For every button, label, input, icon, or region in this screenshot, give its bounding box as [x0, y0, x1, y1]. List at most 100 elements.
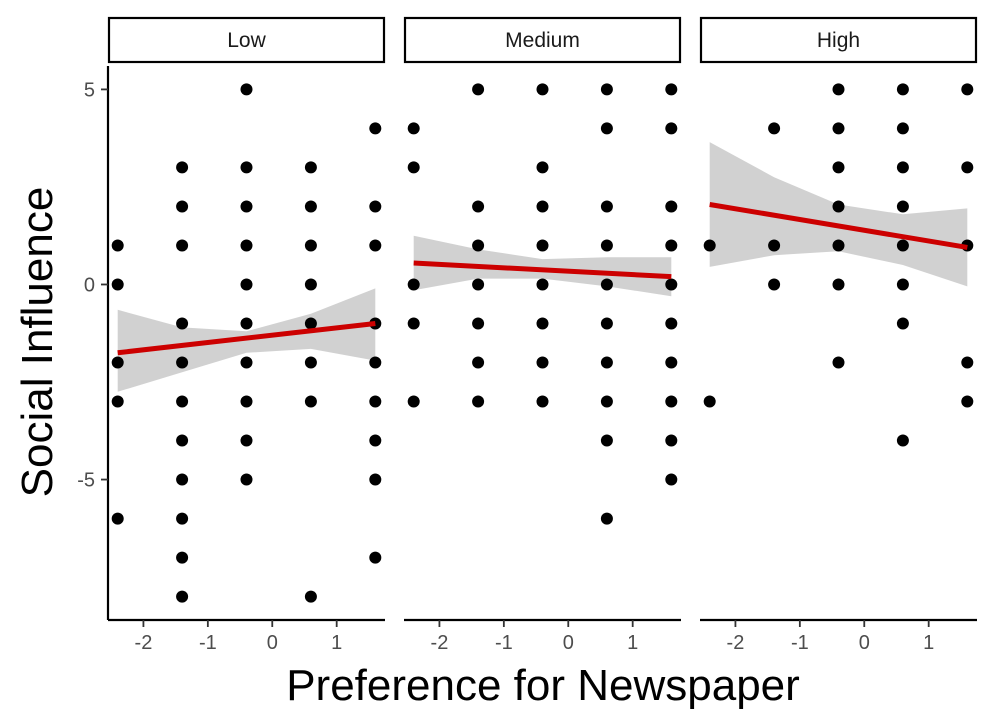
data-point: [304, 278, 317, 291]
data-point: [665, 122, 678, 135]
facet-strip-label: High: [817, 29, 860, 52]
data-point: [240, 200, 253, 213]
data-point: [176, 356, 189, 369]
data-point: [240, 317, 253, 330]
facet-panels: Low -2 -1 0 1 -5 0 5 Medium -2 -1 0 1 High -2 -1 0 1: [77, 16, 978, 654]
x-tick-label: -2: [431, 632, 449, 654]
data-point: [703, 395, 716, 408]
data-point: [240, 356, 253, 369]
data-point: [600, 512, 613, 525]
data-point: [768, 278, 781, 291]
data-point: [536, 356, 549, 369]
data-point: [600, 122, 613, 135]
regression-line: [117, 321, 376, 356]
data-point: [472, 317, 485, 330]
data-point: [176, 395, 189, 408]
data-point: [472, 83, 485, 96]
data-point: [536, 395, 549, 408]
data-point: [369, 395, 382, 408]
x-tick-label: -1: [199, 632, 217, 654]
data-point: [369, 200, 382, 213]
facet-strip-label: Medium: [505, 29, 580, 52]
data-point: [176, 512, 189, 525]
data-point: [304, 239, 317, 252]
data-point: [665, 200, 678, 213]
data-point: [703, 239, 716, 252]
data-point: [600, 200, 613, 213]
x-tick-label: -1: [495, 632, 513, 654]
data-point: [240, 434, 253, 447]
data-point: [176, 200, 189, 213]
data-point: [111, 356, 124, 369]
x-tick-label: 1: [331, 632, 342, 654]
data-point: [369, 551, 382, 564]
data-point: [176, 317, 189, 330]
data-point: [176, 239, 189, 252]
data-point: [600, 434, 613, 447]
data-point: [600, 83, 613, 96]
data-point: [407, 122, 420, 135]
data-point: [240, 473, 253, 486]
facet-panel-low: Low -2 -1 0 1 -5 0 5: [77, 16, 386, 654]
data-point: [176, 590, 189, 603]
data-point: [472, 395, 485, 408]
data-point: [832, 356, 845, 369]
data-point: [472, 239, 485, 252]
x-tick-label: 0: [267, 632, 278, 654]
data-point: [111, 239, 124, 252]
facet-panel-medium: Medium -2 -1 0 1: [403, 16, 682, 654]
data-point: [665, 395, 678, 408]
regression-line: [413, 260, 672, 280]
y-tick-label: 0: [84, 274, 95, 296]
data-point: [832, 161, 845, 174]
data-point: [369, 473, 382, 486]
facet-strip-box: [699, 16, 978, 64]
data-point: [832, 83, 845, 96]
data-point: [472, 356, 485, 369]
x-tick-label: 0: [859, 632, 870, 654]
x-axis-title: Preference for Newspaper: [286, 661, 800, 710]
data-point: [961, 356, 974, 369]
data-point: [536, 83, 549, 96]
data-point: [665, 434, 678, 447]
x-tick-label: -2: [135, 632, 153, 654]
data-point: [896, 317, 909, 330]
facet-strip-box: [107, 16, 386, 64]
data-point: [536, 317, 549, 330]
data-point: [304, 590, 317, 603]
data-point: [304, 395, 317, 408]
data-point: [832, 122, 845, 135]
data-point: [472, 200, 485, 213]
data-point: [369, 122, 382, 135]
x-tick-label: 1: [923, 632, 934, 654]
data-point: [832, 278, 845, 291]
regression-line: [709, 202, 968, 250]
data-point: [176, 551, 189, 564]
x-tick-label: -1: [791, 632, 809, 654]
data-point: [961, 161, 974, 174]
data-point: [665, 473, 678, 486]
data-point: [536, 161, 549, 174]
data-point: [832, 239, 845, 252]
data-point: [832, 200, 845, 213]
facet-panel-high: High -2 -1 0 1: [699, 16, 978, 654]
data-point: [407, 161, 420, 174]
data-point: [176, 161, 189, 174]
data-point: [896, 200, 909, 213]
facet-strip-label: Low: [227, 29, 266, 52]
data-point: [536, 200, 549, 213]
data-point: [176, 473, 189, 486]
data-point: [304, 356, 317, 369]
data-point: [176, 434, 189, 447]
data-point: [665, 278, 678, 291]
x-tick-label: 1: [627, 632, 638, 654]
data-point: [111, 278, 124, 291]
data-point: [665, 356, 678, 369]
data-point: [240, 83, 253, 96]
data-point: [407, 395, 420, 408]
data-point: [369, 356, 382, 369]
y-axis-title: Social Influence: [13, 187, 62, 498]
data-point: [896, 161, 909, 174]
data-point: [111, 512, 124, 525]
